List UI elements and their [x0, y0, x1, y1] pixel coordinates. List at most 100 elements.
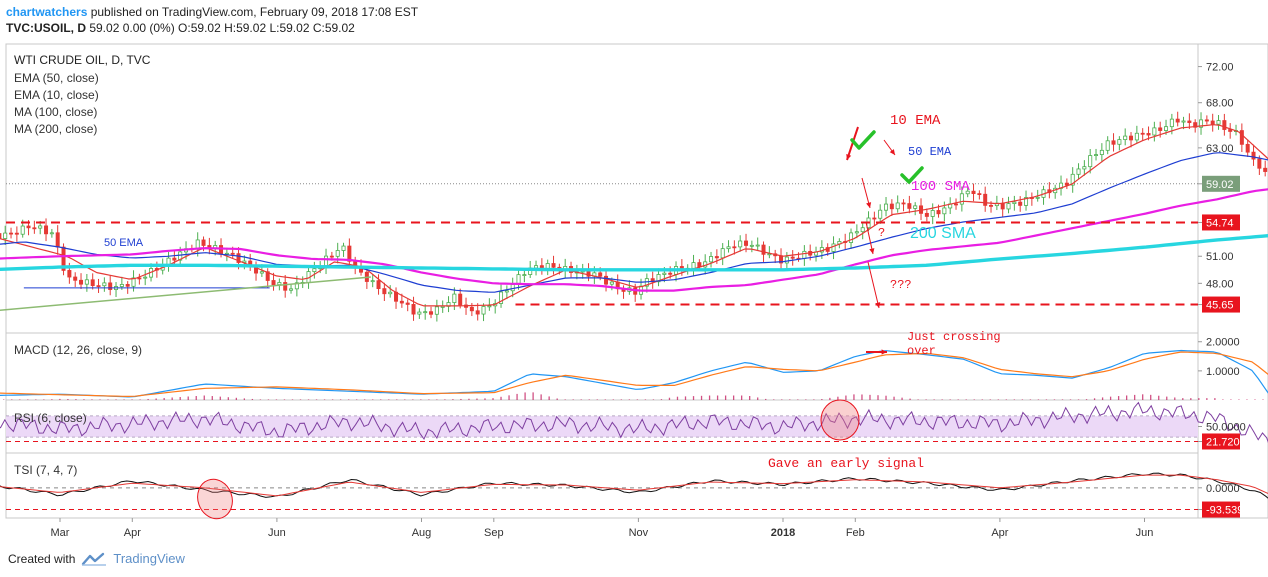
x-tick-label: Feb [846, 527, 865, 539]
annotation-50-ema: 50 EMA [908, 145, 952, 159]
candle-body [201, 239, 206, 246]
candle-body [1018, 201, 1023, 206]
candle-body [662, 272, 667, 275]
candle-body [1035, 196, 1040, 199]
candle-body [382, 288, 387, 295]
candle-body [849, 232, 854, 243]
y-tick-label: 63.00 [1206, 143, 1234, 155]
candle-body [1199, 119, 1204, 128]
candle-body [1204, 119, 1209, 122]
ohlc-values: 59.02 0.00 (0%) O:59.02 H:59.02 L:59.02 … [86, 21, 355, 35]
candle-body [942, 207, 947, 215]
tsi-line [0, 472, 1268, 499]
annotation-question: ? [878, 226, 885, 240]
candle-body [96, 285, 101, 287]
candle-body [1024, 197, 1029, 206]
candle-body [49, 232, 54, 235]
series-line-100-sma [0, 188, 1268, 292]
candle-body [604, 275, 609, 285]
candle-body [1228, 129, 1233, 132]
candle-body [230, 252, 235, 255]
candle-body [481, 306, 486, 315]
indicator-legend: MA (200, close) [14, 122, 97, 136]
candle-body [1094, 154, 1099, 156]
candle-body [102, 282, 107, 287]
candle-body [61, 246, 66, 271]
pane-tsi [5, 452, 1199, 519]
candle-body [294, 282, 299, 290]
candle-body [1169, 118, 1174, 128]
candle-body [1006, 203, 1011, 210]
candle-body [954, 203, 959, 206]
candle-body [108, 282, 113, 290]
candle-body [26, 225, 31, 229]
candle-body [440, 305, 445, 308]
candle-body [1146, 133, 1151, 136]
candle-body [656, 274, 661, 283]
macd-title: MACD (12, 26, close, 9) [14, 343, 142, 357]
annotation-arrowhead [869, 248, 875, 254]
candle-body [732, 246, 737, 249]
candle-body [790, 256, 795, 259]
indicator-legend: EMA (50, close) [14, 71, 99, 85]
candle-body [0, 233, 2, 239]
candle-body [878, 209, 883, 219]
x-tick-label: Jun [268, 527, 286, 539]
candle-body [376, 280, 381, 290]
candle-body [720, 248, 725, 259]
candle-body [277, 282, 282, 286]
x-tick-label: Aug [412, 527, 432, 539]
candle-body [388, 291, 393, 295]
candle-body [283, 282, 288, 291]
annotation-macd-note: Just crossing over [907, 330, 1001, 358]
annotation-arrowhead [846, 154, 852, 160]
candle-body [1181, 120, 1186, 123]
candle-body [79, 279, 84, 285]
candle-body [84, 279, 89, 285]
tsi-highlight-circle [197, 478, 233, 520]
candle-body [831, 243, 836, 252]
candle-body [370, 280, 375, 283]
pane-macd [5, 332, 1199, 401]
price-tag [1202, 175, 1240, 192]
candle-body [802, 250, 807, 259]
candle-body [901, 202, 906, 205]
candle-body [1099, 149, 1104, 155]
candle-body [913, 205, 918, 209]
candle-body [749, 244, 754, 247]
created-with-label: Created with [8, 551, 76, 566]
y-tick-label: 21.7201 [1206, 436, 1246, 448]
x-tick-label: Nov [629, 527, 649, 539]
candle-body [989, 204, 994, 207]
candle-body [119, 284, 124, 287]
annotation-arrowhead [875, 302, 881, 308]
candle-body [44, 225, 49, 235]
candle-body [714, 256, 719, 259]
candle-body [1251, 151, 1256, 160]
candle-body [224, 252, 229, 255]
annotation-arrow [865, 221, 874, 255]
rsi-band [6, 415, 1198, 438]
y-tick-label: 54.74 [1206, 217, 1234, 229]
author-link[interactable]: chartwatchers [6, 5, 88, 19]
candle-body [965, 190, 970, 195]
candle-body [259, 271, 264, 274]
y-tick-label: 48.00 [1206, 278, 1234, 290]
y-tick-label: 2.0000 [1206, 337, 1240, 349]
candle-body [475, 310, 480, 315]
tradingview-brand[interactable]: TradingView [113, 551, 185, 566]
y-tick-label: 68.00 [1206, 98, 1234, 110]
candle-body [434, 306, 439, 315]
candle-body [889, 203, 894, 210]
candle-body [1245, 143, 1250, 153]
annotation-arrowhead [866, 202, 872, 208]
drawn-trendline [0, 276, 371, 311]
checkmark-icon [850, 130, 876, 150]
candle-body [341, 245, 346, 251]
candle-body [1239, 130, 1244, 145]
candle-body [551, 263, 556, 268]
rsi-highlight-circle [820, 399, 860, 441]
candle-body [872, 217, 877, 220]
candle-body [265, 271, 270, 281]
